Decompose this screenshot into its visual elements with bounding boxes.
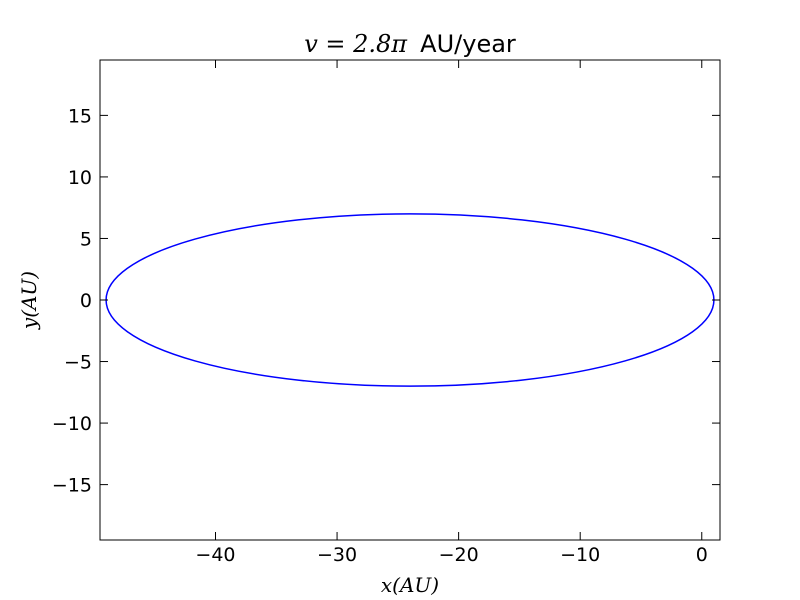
y-tick-label: 15 xyxy=(68,105,92,127)
chart-title: v = 2.8π AU/year xyxy=(304,30,516,58)
plot-frame xyxy=(99,59,721,541)
x-axis-label: x(AU) xyxy=(381,573,439,597)
x-axis: −40 −30 −20 −10 0 xyxy=(195,60,708,566)
plot-area xyxy=(105,213,715,387)
chart-title-units: AU/year xyxy=(420,30,516,58)
x-tick-label: −20 xyxy=(439,544,479,566)
x-tick-label: 0 xyxy=(696,544,708,566)
y-tick-label: −5 xyxy=(64,352,92,374)
orbit-line xyxy=(105,213,715,387)
x-tick-label: −30 xyxy=(317,544,357,566)
x-tick-label: −40 xyxy=(195,544,235,566)
x-tick-label: −10 xyxy=(560,544,600,566)
chart-title-math: v = 2.8π xyxy=(304,30,408,58)
y-tick-label: −10 xyxy=(52,413,92,435)
y-axis-label: y(AU) xyxy=(17,271,41,330)
y-tick-label: 0 xyxy=(80,290,92,312)
y-tick-label: 10 xyxy=(68,167,92,189)
y-axis: −15 −10 −5 0 5 10 15 xyxy=(52,105,720,497)
y-tick-label: −15 xyxy=(52,475,92,497)
y-tick-label: 5 xyxy=(80,228,92,250)
